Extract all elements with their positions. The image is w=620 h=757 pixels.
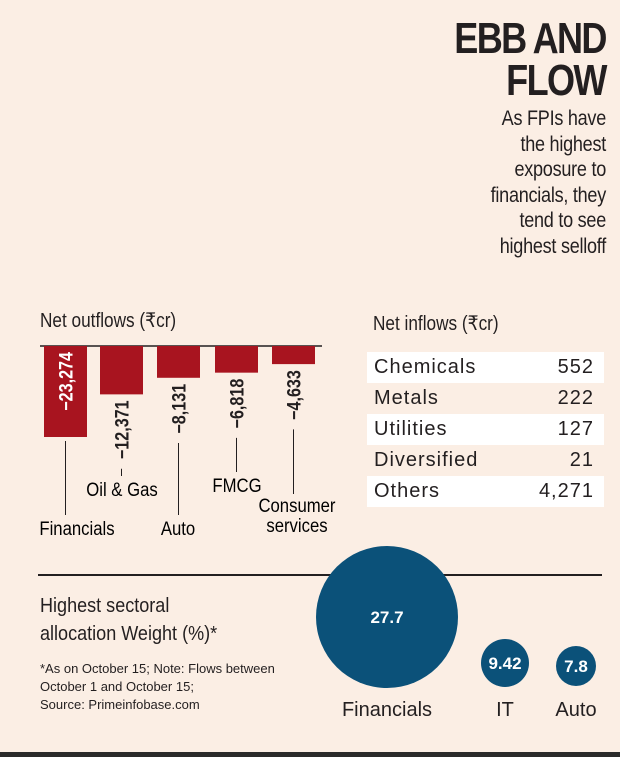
- allocation-title-line: Highest sectoral: [40, 594, 170, 617]
- subtitle-line: tend to see: [519, 209, 606, 232]
- note-line: *As on October 15; Note: Flows between: [40, 661, 275, 676]
- bubble-category-label: IT: [496, 699, 514, 721]
- allocation-bubble-chart: 27.7 Financials 9.42 IT 7.8 Auto: [316, 546, 597, 721]
- bar-fmcg: [215, 346, 258, 373]
- allocation-title: Highest sectoral allocation Weight (%)*: [40, 592, 217, 648]
- bar-value-label: −4,633: [283, 370, 305, 420]
- bar-value-label: −23,274: [55, 352, 77, 411]
- bar-value-label: −12,371: [111, 400, 133, 459]
- category-label: Financials: [39, 518, 114, 539]
- outflows-bar-chart: −23,274 Financials −12,371 Oil & Gas −8,131 A…: [39, 345, 336, 539]
- table-row: Chemicals 552: [367, 352, 604, 383]
- subtitle-line: highest selloff: [499, 234, 606, 258]
- bubble-category-label: Auto: [555, 699, 596, 721]
- bar-auto: [157, 346, 200, 378]
- footnotes: *As on October 15; Note: Flows between O…: [40, 660, 275, 714]
- infographic-title: EBB AND FLOW: [454, 14, 607, 105]
- subtitle-line: As FPIs have: [501, 107, 607, 130]
- row-label: Metals: [374, 387, 439, 409]
- bubble-value-label: 27.7: [370, 608, 403, 627]
- bar-value-label: −8,131: [168, 384, 190, 434]
- bar-financials: [44, 346, 87, 437]
- allocation-title-line: allocation Weight (%)*: [40, 622, 218, 645]
- note-line: Source: Primeinfobase.com: [40, 697, 200, 712]
- bar-oil-gas: [100, 346, 143, 395]
- bubble-financials: [316, 546, 458, 688]
- row-value: 4,271: [538, 480, 594, 502]
- infographic-subtitle: As FPIs have the highest exposure to fin…: [382, 106, 607, 259]
- inflows-table: Chemicals 552 Metals 222 Utilities 127 Dive…: [367, 352, 604, 507]
- inflows-title: Net inflows (₹cr): [373, 313, 499, 335]
- row-label: Utilities: [374, 418, 448, 440]
- row-value: 21: [569, 449, 594, 471]
- category-label: services: [266, 515, 327, 536]
- bubble-value-label: 9.42: [488, 654, 521, 673]
- row-value: 127: [557, 418, 594, 440]
- bubble-it: [481, 639, 529, 687]
- table-row: Utilities 127: [367, 414, 604, 445]
- bar-consumer-services: [272, 346, 315, 365]
- title-line: FLOW: [506, 56, 607, 105]
- row-value: 552: [557, 356, 594, 378]
- bubble-category-label: Financials: [342, 699, 432, 721]
- category-label: Oil & Gas: [86, 479, 158, 500]
- category-label: FMCG: [212, 475, 261, 496]
- bubble-auto: [556, 646, 596, 686]
- subtitle-line: the highest: [520, 132, 606, 156]
- row-label: Others: [374, 480, 441, 502]
- note-line: October 1 and October 15;: [40, 679, 194, 694]
- row-label: Chemicals: [374, 356, 477, 378]
- bar-value-label: −6,818: [226, 378, 248, 428]
- outflows-title: Net outflows (₹cr): [40, 310, 177, 332]
- table-row: Diversified 21: [367, 445, 604, 476]
- bubble-value-label: 7.8: [564, 657, 588, 676]
- subtitle-line: financials, they: [490, 183, 607, 207]
- row-value: 222: [557, 387, 594, 409]
- title-line: EBB AND: [454, 14, 607, 63]
- table-row: Others 4,271: [367, 476, 604, 507]
- table-row: Metals 222: [367, 383, 604, 414]
- category-label: Auto: [161, 518, 195, 539]
- subtitle-line: exposure to: [514, 158, 606, 181]
- category-label: Consumer: [258, 495, 335, 516]
- section-divider: [38, 574, 602, 576]
- bottom-band: [0, 752, 620, 757]
- row-label: Diversified: [374, 449, 479, 471]
